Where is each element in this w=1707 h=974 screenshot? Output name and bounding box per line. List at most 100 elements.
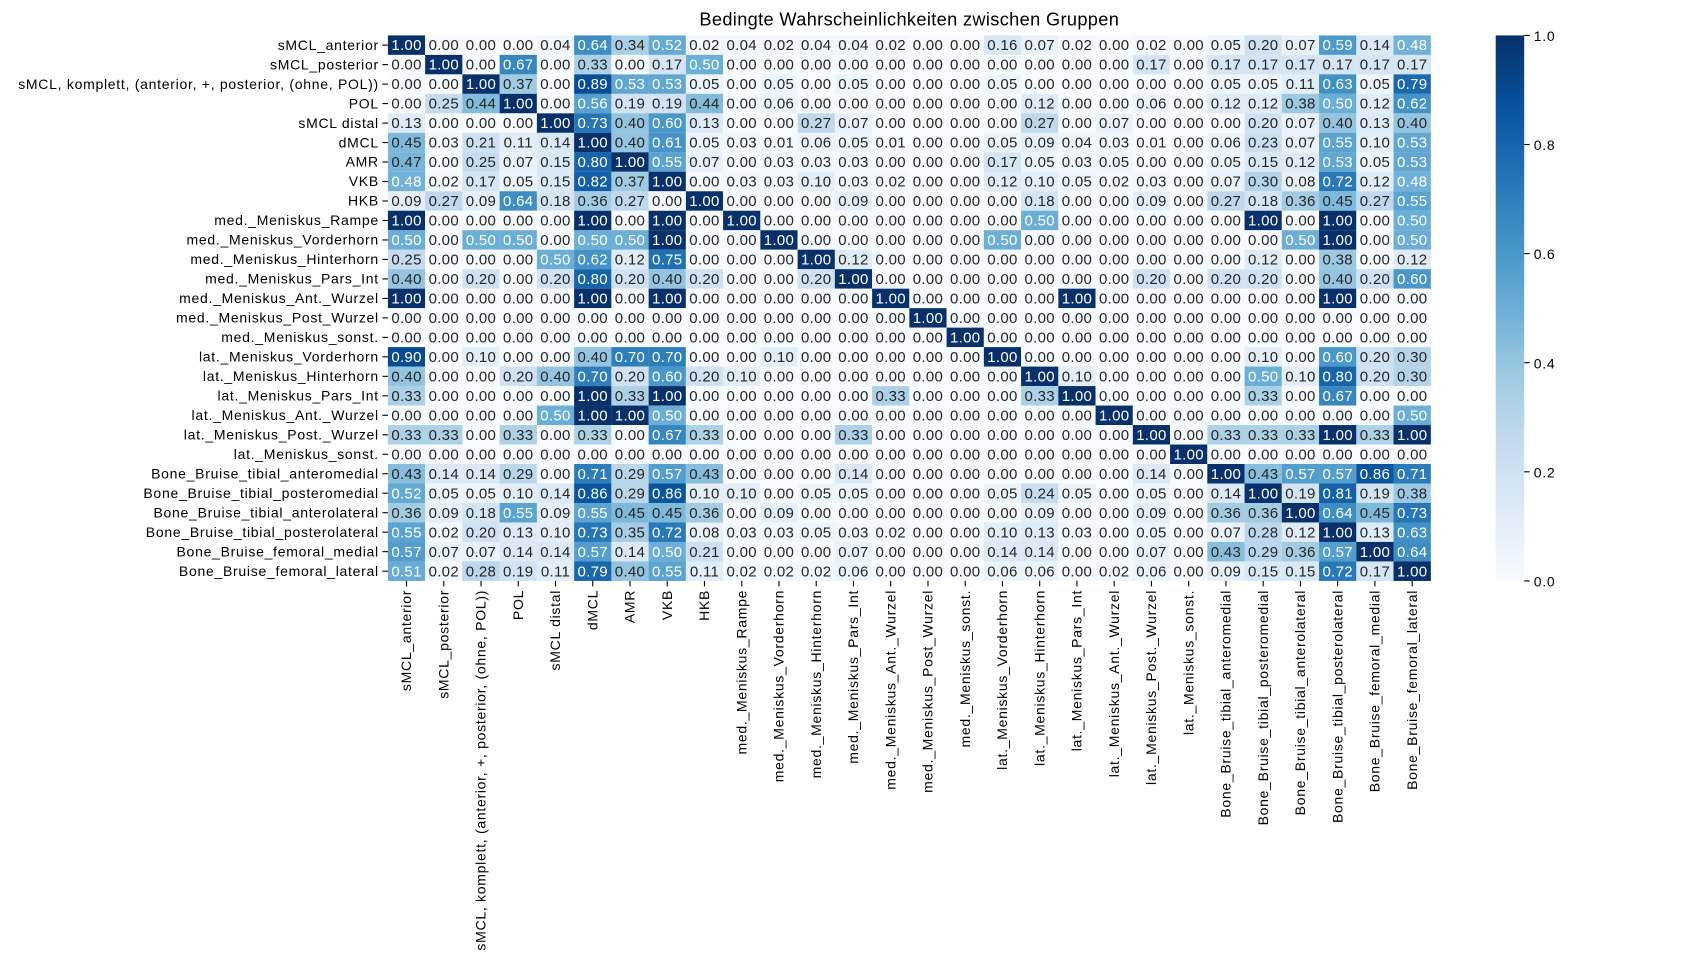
svg-text:0.20: 0.20 <box>466 524 496 541</box>
svg-text:0.71: 0.71 <box>1397 466 1427 483</box>
svg-text:0.00: 0.00 <box>429 232 459 249</box>
svg-text:0.63: 0.63 <box>1397 524 1427 541</box>
svg-text:0.00: 0.00 <box>727 115 757 132</box>
svg-text:0.00: 0.00 <box>689 291 719 308</box>
svg-text:0.00: 0.00 <box>838 407 868 424</box>
svg-text:0.00: 0.00 <box>1024 407 1054 424</box>
svg-text:0.00: 0.00 <box>1099 37 1129 54</box>
svg-text:0.30: 0.30 <box>1397 349 1427 366</box>
svg-text:0.50: 0.50 <box>503 232 533 249</box>
svg-text:0.00: 0.00 <box>429 349 459 366</box>
svg-text:0.57: 0.57 <box>1322 544 1352 561</box>
svg-text:0.00: 0.00 <box>913 115 943 132</box>
svg-text:0.29: 0.29 <box>615 485 645 502</box>
svg-text:0.81: 0.81 <box>1322 485 1352 502</box>
svg-text:1.00: 1.00 <box>1024 368 1054 385</box>
svg-text:0.57: 0.57 <box>652 466 682 483</box>
svg-text:0.00: 0.00 <box>540 291 570 308</box>
svg-text:0.00: 0.00 <box>1024 349 1054 366</box>
svg-text:0.14: 0.14 <box>466 466 496 483</box>
svg-text:1.00: 1.00 <box>466 76 496 93</box>
svg-text:0.14: 0.14 <box>838 466 868 483</box>
svg-text:0.38: 0.38 <box>1397 485 1427 502</box>
svg-text:0.50: 0.50 <box>987 232 1017 249</box>
svg-text:0.10: 0.10 <box>466 349 496 366</box>
svg-text:med._Meniskus_Vorderhorn: med._Meniskus_Vorderhorn <box>187 232 379 248</box>
svg-text:0.33: 0.33 <box>689 427 719 444</box>
svg-text:0.00: 0.00 <box>540 232 570 249</box>
svg-text:0.02: 0.02 <box>764 37 794 54</box>
svg-text:0.00: 0.00 <box>391 310 421 327</box>
svg-text:0.00: 0.00 <box>801 193 831 210</box>
svg-text:0.00: 0.00 <box>727 154 757 171</box>
svg-text:0.00: 0.00 <box>1173 57 1203 74</box>
svg-text:0.04: 0.04 <box>1062 135 1092 152</box>
svg-text:sMCL_anterior: sMCL_anterior <box>398 590 414 691</box>
svg-text:0.00: 0.00 <box>429 329 459 346</box>
svg-text:0.00: 0.00 <box>1099 76 1129 93</box>
svg-text:0.00: 0.00 <box>1136 76 1166 93</box>
svg-text:0.00: 0.00 <box>913 291 943 308</box>
svg-text:0.00: 0.00 <box>1360 446 1390 463</box>
svg-text:1.00: 1.00 <box>727 213 757 230</box>
svg-text:0.13: 0.13 <box>1360 115 1390 132</box>
svg-text:0.00: 0.00 <box>1062 446 1092 463</box>
svg-text:0.03: 0.03 <box>764 154 794 171</box>
svg-text:0.20: 0.20 <box>615 368 645 385</box>
svg-text:0.82: 0.82 <box>578 174 608 191</box>
svg-text:0.00: 0.00 <box>1173 368 1203 385</box>
svg-text:0.05: 0.05 <box>1211 154 1241 171</box>
svg-text:0.00: 0.00 <box>1173 466 1203 483</box>
svg-text:0.33: 0.33 <box>1248 388 1278 405</box>
svg-text:1.00: 1.00 <box>429 57 459 74</box>
svg-text:0.17: 0.17 <box>987 154 1017 171</box>
svg-text:0.33: 0.33 <box>1024 388 1054 405</box>
svg-text:0.00: 0.00 <box>1173 291 1203 308</box>
svg-text:med._Meniskus_Pars_Int: med._Meniskus_Pars_Int <box>205 271 379 287</box>
svg-text:0.00: 0.00 <box>764 427 794 444</box>
svg-text:0.00: 0.00 <box>727 505 757 522</box>
svg-text:0.00: 0.00 <box>838 349 868 366</box>
svg-text:0.00: 0.00 <box>727 96 757 113</box>
svg-text:0.44: 0.44 <box>466 96 496 113</box>
svg-text:0.00: 0.00 <box>913 271 943 288</box>
svg-text:0.00: 0.00 <box>950 446 980 463</box>
svg-text:0.12: 0.12 <box>615 252 645 269</box>
svg-text:med._Meniskus_Ant._Wurzel: med._Meniskus_Ant._Wurzel <box>882 590 898 790</box>
svg-text:0.00: 0.00 <box>913 485 943 502</box>
svg-text:0.00: 0.00 <box>429 37 459 54</box>
svg-text:0.61: 0.61 <box>652 135 682 152</box>
svg-text:0.6: 0.6 <box>1534 246 1556 262</box>
svg-text:0.00: 0.00 <box>987 291 1017 308</box>
svg-text:0.00: 0.00 <box>429 213 459 230</box>
svg-text:0.00: 0.00 <box>540 446 570 463</box>
svg-text:0.63: 0.63 <box>1322 76 1352 93</box>
svg-text:0.71: 0.71 <box>578 466 608 483</box>
svg-text:0.00: 0.00 <box>1099 388 1129 405</box>
svg-text:0.00: 0.00 <box>1360 291 1390 308</box>
svg-text:0.00: 0.00 <box>1173 76 1203 93</box>
svg-text:0.70: 0.70 <box>615 349 645 366</box>
svg-text:0.00: 0.00 <box>913 466 943 483</box>
svg-text:Bone_Bruise_femoral_medial: Bone_Bruise_femoral_medial <box>1367 590 1383 792</box>
svg-text:0.50: 0.50 <box>1285 232 1315 249</box>
svg-text:0.20: 0.20 <box>1360 349 1390 366</box>
svg-text:0.00: 0.00 <box>1173 329 1203 346</box>
svg-text:0.00: 0.00 <box>1248 291 1278 308</box>
svg-text:0.00: 0.00 <box>764 252 794 269</box>
svg-text:1.00: 1.00 <box>652 213 682 230</box>
svg-text:0.03: 0.03 <box>1099 135 1129 152</box>
svg-text:0.00: 0.00 <box>913 57 943 74</box>
svg-text:0.00: 0.00 <box>764 388 794 405</box>
svg-text:0.00: 0.00 <box>1173 232 1203 249</box>
svg-text:0.00: 0.00 <box>801 291 831 308</box>
svg-text:0.12: 0.12 <box>987 174 1017 191</box>
svg-text:0.01: 0.01 <box>876 135 906 152</box>
svg-text:0.79: 0.79 <box>1397 76 1427 93</box>
svg-text:0.00: 0.00 <box>1173 427 1203 444</box>
svg-text:0.00: 0.00 <box>1024 252 1054 269</box>
svg-text:0.15: 0.15 <box>540 154 570 171</box>
svg-text:0.00: 0.00 <box>801 368 831 385</box>
svg-text:0.00: 0.00 <box>727 349 757 366</box>
svg-text:0.09: 0.09 <box>1211 563 1241 580</box>
